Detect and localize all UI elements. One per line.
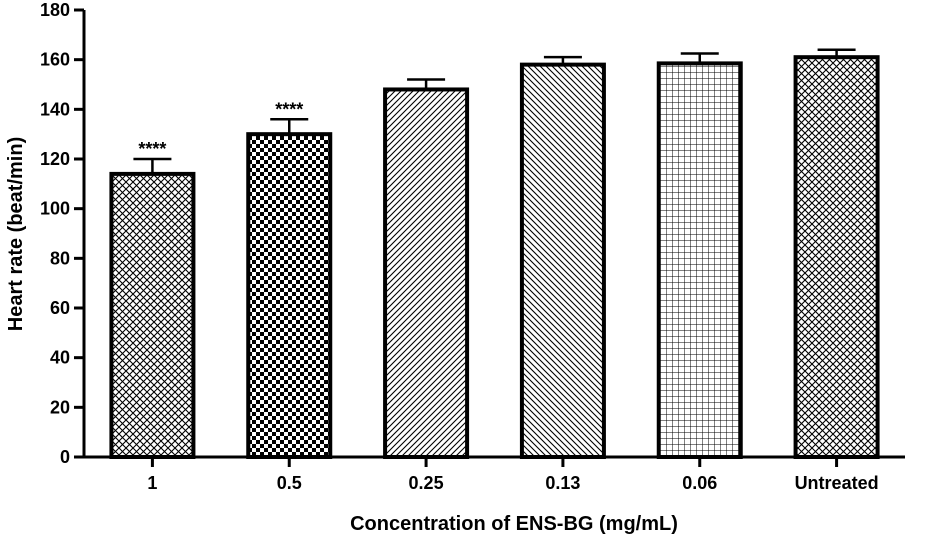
significance-marker: ****: [138, 139, 166, 159]
y-axis-title: Heart rate (beat/min): [5, 137, 27, 332]
bar-0-13: [519, 62, 606, 459]
y-tick-label: 80: [50, 248, 70, 268]
y-tick-label: 60: [50, 298, 70, 318]
y-axis-ticks: 0 20 40 60 80 100 120 140 160 180: [40, 0, 84, 467]
significance-marker: ****: [275, 99, 303, 119]
x-axis-title: Concentration of ENS-BG (mg/mL): [350, 513, 678, 535]
y-tick-label: 0: [60, 447, 70, 467]
x-tick-label: 0.5: [277, 473, 302, 493]
y-tick-label: 100: [40, 199, 70, 219]
x-tick-label: 1: [147, 473, 157, 493]
x-tick-label: Untreated: [795, 473, 879, 493]
x-tick-label: 0.13: [545, 473, 580, 493]
x-tick-label: 0.06: [682, 473, 717, 493]
y-tick-label: 160: [40, 50, 70, 70]
bar-0-06: [656, 61, 743, 460]
x-tick-label: 0.25: [409, 473, 444, 493]
bars-group: **** ****: [109, 48, 880, 460]
y-tick-label: 140: [40, 99, 70, 119]
bar-0-25: [383, 87, 470, 459]
y-tick-label: 20: [50, 397, 70, 417]
bar-1: [109, 171, 196, 459]
y-tick-label: 120: [40, 149, 70, 169]
bar-0-5: [246, 132, 333, 460]
bar-untreated: [793, 55, 880, 460]
y-tick-label: 180: [40, 0, 70, 20]
x-axis-tick-labels: 1 0.5 0.25 0.13 0.06 Untreated: [147, 457, 879, 493]
y-tick-label: 40: [50, 348, 70, 368]
